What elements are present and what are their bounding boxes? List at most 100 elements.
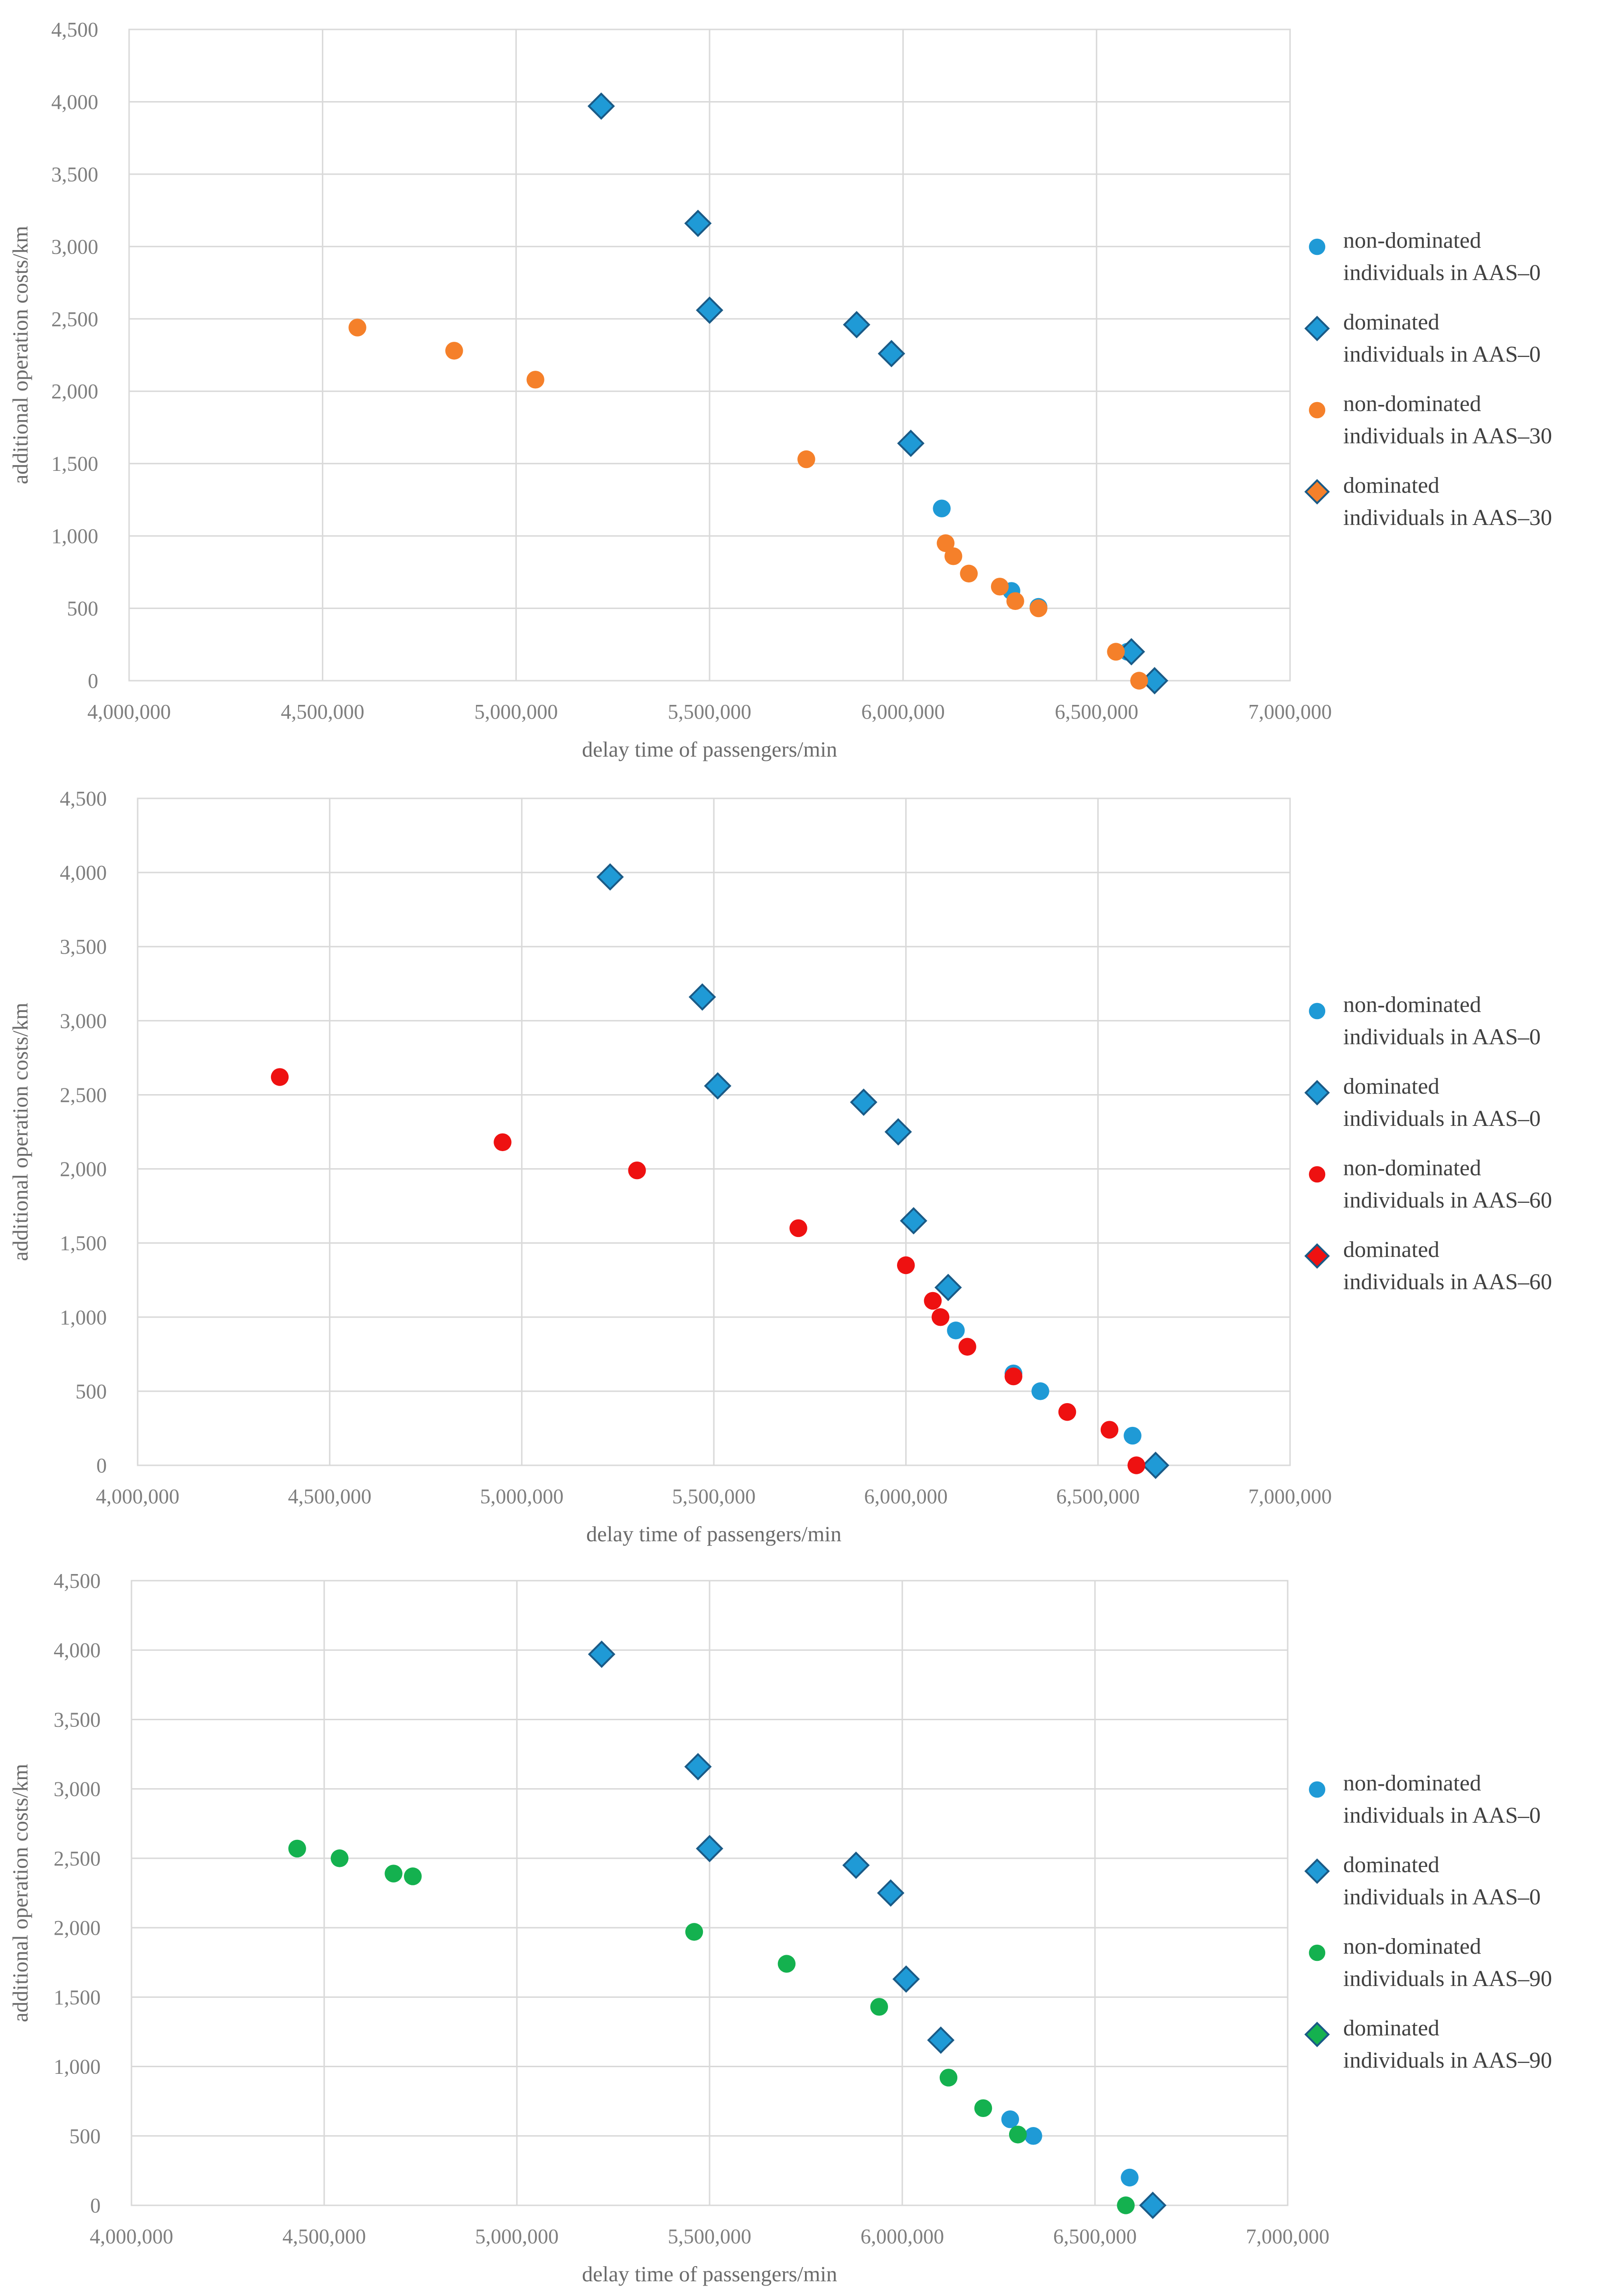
y-axis-title: additional operation costs/km bbox=[8, 1003, 32, 1261]
x-tick-label: 5,500,000 bbox=[668, 700, 751, 723]
legend-label: individuals in AAS–30 bbox=[1343, 505, 1552, 530]
legend-label: individuals in AAS–0 bbox=[1343, 1803, 1541, 1828]
x-tick-label: 5,500,000 bbox=[668, 2225, 751, 2248]
legend-label: dominated bbox=[1343, 1852, 1440, 1877]
y-tick-label: 3,500 bbox=[60, 935, 107, 958]
legend-label: non-dominated bbox=[1343, 1771, 1481, 1796]
x-tick-label: 4,000,000 bbox=[96, 1485, 179, 1508]
y-tick-label: 1,500 bbox=[60, 1232, 107, 1255]
legend-marker bbox=[1309, 1781, 1326, 1798]
x-tick-label: 6,000,000 bbox=[861, 2225, 944, 2248]
x-tick-label: 4,500,000 bbox=[288, 1485, 372, 1508]
data-point bbox=[947, 1321, 965, 1340]
y-tick-label: 2,500 bbox=[54, 1847, 101, 1870]
y-tick-label: 1,000 bbox=[60, 1306, 107, 1329]
data-point bbox=[288, 1839, 306, 1858]
data-point bbox=[1024, 2127, 1042, 2145]
data-point bbox=[1139, 2192, 1167, 2219]
data-point bbox=[944, 547, 963, 565]
data-point bbox=[931, 1308, 950, 1326]
data-point bbox=[933, 499, 951, 517]
x-tick-label: 5,000,000 bbox=[474, 700, 558, 723]
data-point bbox=[897, 430, 925, 457]
x-tick-label: 5,000,000 bbox=[480, 1485, 563, 1508]
y-tick-label: 4,500 bbox=[60, 787, 107, 810]
series-non-dominated-individuals-in-aas-90 bbox=[288, 1839, 1135, 2214]
y-tick-label: 3,500 bbox=[54, 1708, 101, 1731]
legend-marker bbox=[1309, 1166, 1326, 1183]
data-point bbox=[870, 1998, 888, 2016]
data-point bbox=[696, 1835, 723, 1863]
x-tick-label: 4,500,000 bbox=[282, 2225, 366, 2248]
x-tick-label: 4,000,000 bbox=[90, 2225, 173, 2248]
data-point bbox=[526, 371, 544, 389]
data-point bbox=[991, 578, 1009, 596]
data-point bbox=[924, 1292, 942, 1310]
legend-label: individuals in AAS–0 bbox=[1343, 1024, 1541, 1050]
x-tick-label: 6,500,000 bbox=[1053, 2225, 1137, 2248]
data-point bbox=[927, 2026, 955, 2054]
data-point bbox=[445, 342, 463, 360]
legend-marker bbox=[1309, 1003, 1326, 1020]
data-point bbox=[960, 564, 978, 583]
legend-label: dominated bbox=[1343, 1237, 1440, 1262]
y-tick-label: 4,500 bbox=[51, 18, 98, 41]
legend-label: individuals in AAS–90 bbox=[1343, 1966, 1552, 1991]
y-axis-title: additional operation costs/km bbox=[8, 226, 32, 484]
legend-entry: dominated individuals in AAS–60 bbox=[1304, 1237, 1552, 1294]
legend-label: individuals in AAS–0 bbox=[1343, 1106, 1541, 1131]
y-tick-label: 0 bbox=[90, 2194, 101, 2217]
data-point bbox=[628, 1161, 646, 1180]
data-point bbox=[892, 1965, 920, 1993]
legend-entry: dominated individuals in AAS–0 bbox=[1304, 309, 1541, 367]
data-point bbox=[884, 1118, 912, 1146]
legend-entry: dominated individuals in AAS–0 bbox=[1304, 1074, 1541, 1131]
data-point bbox=[789, 1219, 807, 1237]
data-point bbox=[1141, 1452, 1169, 1479]
legend-label: individuals in AAS–90 bbox=[1343, 2048, 1552, 2073]
legend-label: dominated bbox=[1343, 1074, 1440, 1099]
legend-marker bbox=[1304, 1243, 1330, 1269]
data-point bbox=[271, 1068, 289, 1086]
legend-label: dominated bbox=[1343, 473, 1440, 498]
data-point bbox=[348, 319, 366, 337]
y-tick-label: 2,000 bbox=[60, 1158, 107, 1181]
legend-entry: non-dominated individuals in AAS–60 bbox=[1309, 1155, 1552, 1213]
x-tick-label: 7,000,000 bbox=[1248, 700, 1332, 723]
legend-entry: non-dominated individuals in AAS–0 bbox=[1309, 992, 1541, 1050]
legend-label: individuals in AAS–30 bbox=[1343, 423, 1552, 449]
data-point bbox=[494, 1133, 512, 1152]
data-point bbox=[1058, 1403, 1076, 1421]
y-tick-label: 500 bbox=[69, 2125, 101, 2148]
chart-panel-aas30: 4,000,000 4,500,000 5,000,000 5,500,000 6,00… bbox=[0, 0, 1609, 769]
y-tick-label: 4,000 bbox=[51, 90, 98, 113]
data-point bbox=[842, 1851, 870, 1879]
legend-label: dominated bbox=[1343, 309, 1440, 335]
y-tick-label: 500 bbox=[67, 597, 98, 620]
data-point bbox=[1127, 1456, 1145, 1474]
legend-label: non-dominated bbox=[1343, 1155, 1481, 1181]
data-point bbox=[1123, 1426, 1141, 1445]
chart-panel-aas90: 4,000,000 4,500,000 5,000,000 5,500,000 6,00… bbox=[0, 1547, 1609, 2296]
data-point bbox=[1001, 2110, 1020, 2128]
data-point bbox=[1117, 2196, 1135, 2214]
legend-label: dominated bbox=[1343, 2015, 1440, 2041]
data-point bbox=[688, 983, 716, 1011]
y-tick-label: 2,500 bbox=[51, 308, 98, 331]
y-tick-label: 3,000 bbox=[54, 1778, 101, 1801]
y-tick-label: 500 bbox=[75, 1380, 107, 1403]
legend-marker bbox=[1309, 1944, 1326, 1961]
legend-label: non-dominated bbox=[1343, 1934, 1481, 1959]
legend-label: individuals in AAS–0 bbox=[1343, 1884, 1541, 1910]
data-point bbox=[1031, 1382, 1049, 1400]
x-tick-label: 6,500,000 bbox=[1056, 1485, 1140, 1508]
data-point bbox=[1004, 1367, 1022, 1386]
chart-aas60: 4,000,000 4,500,000 5,000,000 5,500,000 6,00… bbox=[8, 787, 1552, 1546]
data-point bbox=[939, 2069, 958, 2087]
series-non-dominated-individuals-in-aas-60 bbox=[271, 1068, 1145, 1474]
data-point bbox=[842, 311, 870, 338]
legend-marker bbox=[1304, 1858, 1330, 1884]
y-tick-label: 1,500 bbox=[54, 1986, 101, 2009]
x-axis-title: delay time of passengers/min bbox=[586, 1522, 842, 1546]
y-tick-label: 2,000 bbox=[54, 1916, 101, 1940]
